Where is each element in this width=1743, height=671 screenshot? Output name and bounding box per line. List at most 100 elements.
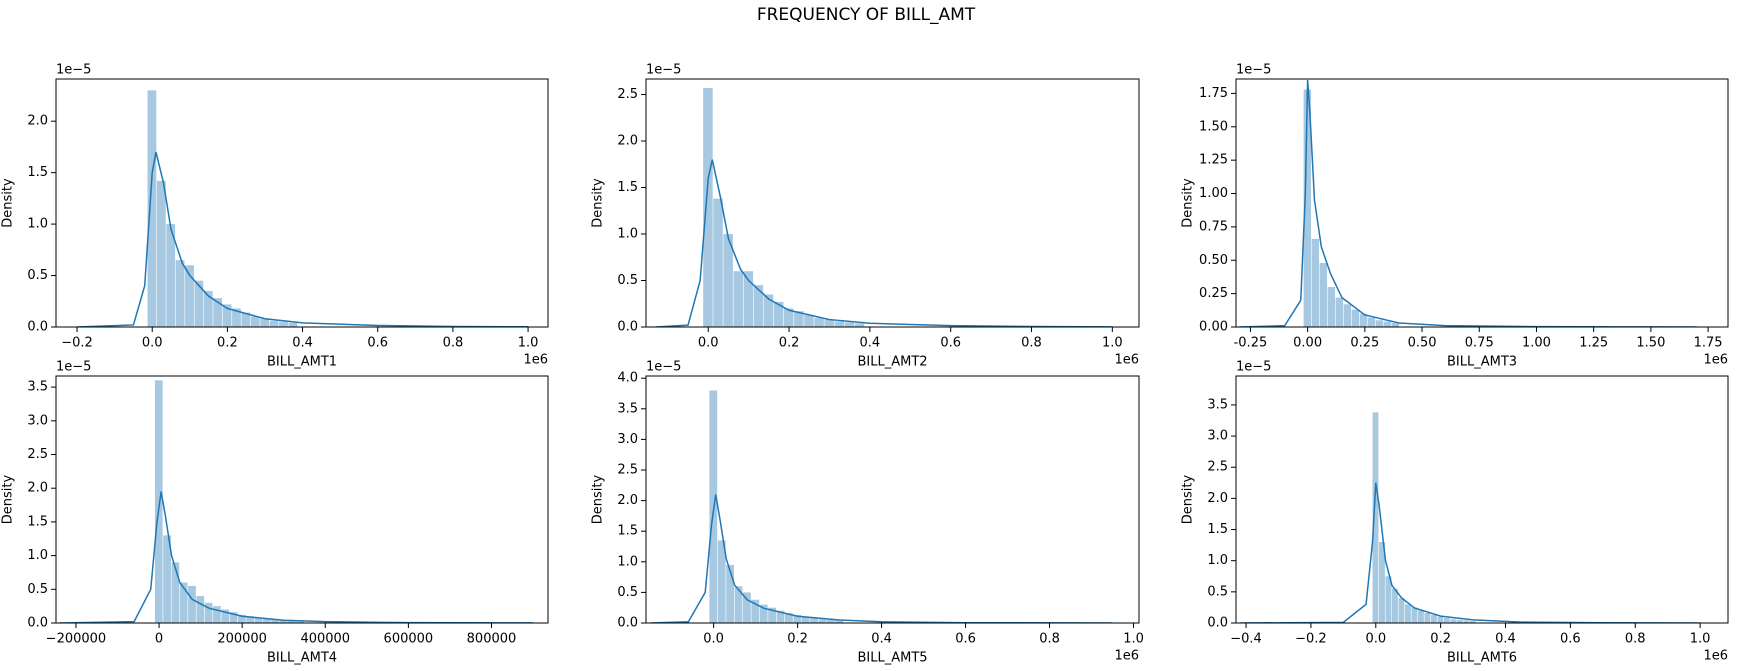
- histogram-bar: [204, 602, 213, 623]
- x-axis-label: BILL_AMT2: [857, 355, 927, 370]
- y-tick-label: 1.0: [617, 554, 638, 569]
- x-tick-label: 0.8: [1021, 336, 1042, 351]
- histogram-bar: [188, 585, 196, 623]
- y-tick-label: 1.5: [1207, 522, 1228, 537]
- kde-line: [1239, 482, 1701, 623]
- histogram-bar: [1437, 616, 1444, 623]
- y-tick-label: 1.0: [27, 217, 48, 232]
- x-tick-label: 600000: [384, 632, 434, 647]
- histogram-bar: [238, 614, 246, 623]
- x-tick-label: 0.0: [142, 336, 163, 351]
- y-tick-label: 2.5: [617, 87, 638, 102]
- x-tick-label: -0.25: [1234, 336, 1268, 351]
- subplot: -0.25 0.00 0.25 0.50 0.75 1.00 1.25 1.50 1.75 0.0…: [1181, 63, 1729, 370]
- x-tick-label: 800000: [467, 632, 517, 647]
- histogram-bar: [1424, 613, 1431, 623]
- histogram-bar: [776, 610, 785, 623]
- histogram-bar: [147, 90, 157, 327]
- histogram-bar: [793, 615, 802, 623]
- y-tick-label: 0.5: [617, 273, 638, 288]
- histogram-bar: [824, 319, 834, 327]
- subplot: −0.2 0.0 0.2 0.4 0.6 0.8 1.0 0.0 0.5 1.0 1.5 2.0 BIL…: [1, 63, 549, 370]
- histogram-bar: [213, 298, 223, 327]
- x-offset-label: 1e6: [1703, 649, 1728, 664]
- x-tick-label: 0.25: [1350, 336, 1379, 351]
- axes-frame: [55, 78, 549, 328]
- histogram-bar: [1359, 313, 1368, 327]
- histogram-bar: [179, 582, 188, 623]
- y-offset-label: 1e−5: [1236, 63, 1271, 78]
- histogram-bar: [288, 322, 298, 327]
- histogram-bar: [794, 311, 804, 327]
- x-tick-label: 1.25: [1579, 336, 1608, 351]
- histogram-bar: [156, 180, 166, 327]
- plot-area: [1239, 412, 1701, 623]
- x-tick-label: 0.0: [1365, 632, 1386, 647]
- y-offset-label: 1e−5: [646, 360, 681, 375]
- axes-frame: [645, 78, 1140, 328]
- histogram-bar: [213, 606, 221, 623]
- histogram-bar: [810, 618, 818, 623]
- histogram-bar: [1372, 412, 1379, 623]
- histogram-bar: [196, 596, 205, 623]
- y-tick-label: 1.75: [1199, 86, 1228, 101]
- histogram-bar: [1367, 317, 1376, 327]
- histogram-bar: [194, 280, 204, 327]
- histogram-bar: [753, 285, 764, 327]
- x-tick-label: 0.2: [217, 336, 238, 351]
- x-tick-label: 0.4: [871, 632, 892, 647]
- x-tick-label: 0.75: [1465, 336, 1494, 351]
- histogram-bar: [773, 301, 784, 327]
- y-axis-label: Density: [591, 474, 606, 524]
- histogram-bar: [171, 562, 180, 623]
- x-tick-label: 0.50: [1408, 336, 1437, 351]
- histogram-bar: [222, 304, 232, 327]
- histogram-bar: [733, 271, 743, 327]
- histogram-bar: [826, 619, 835, 623]
- histogram-bar: [250, 316, 260, 327]
- histogram-bar: [1311, 238, 1320, 327]
- y-tick-label: 2.0: [27, 114, 48, 129]
- plot-area: [77, 90, 529, 327]
- histogram-bar: [166, 224, 176, 327]
- histogram-bar: [743, 271, 754, 327]
- histogram-bar: [185, 265, 194, 327]
- histogram-bar: [703, 88, 713, 327]
- x-tick-label: 1.0: [1690, 632, 1711, 647]
- subplot: 0.0 0.2 0.4 0.6 0.8 1.0 0.0 0.5 1.0 1.5 2.0 2.5 BILL…: [591, 63, 1140, 370]
- x-tick-label: 0.00: [1293, 336, 1322, 351]
- y-tick-label: 2.5: [27, 447, 48, 462]
- histogram-bar: [1443, 618, 1450, 623]
- x-tick-label: 0.6: [367, 336, 388, 351]
- y-tick-label: 3.0: [1207, 429, 1228, 444]
- histogram-bar: [784, 613, 793, 623]
- histogram-bar: [1343, 304, 1352, 327]
- kde-line: [1238, 80, 1697, 327]
- y-tick-label: 0.5: [27, 268, 48, 283]
- figure-title: FREQUENCY OF BILL_AMT: [757, 5, 976, 25]
- y-tick-label: 0.5: [1207, 584, 1228, 599]
- histogram-bar: [734, 586, 743, 623]
- x-tick-label: 0.2: [787, 632, 808, 647]
- x-tick-label: 0.2: [779, 336, 800, 351]
- x-axis-label: BILL_AMT5: [857, 651, 927, 666]
- kde-line: [655, 159, 1113, 327]
- histogram-bar: [221, 609, 230, 623]
- histogram-bar: [854, 323, 865, 327]
- x-tick-label: 0.6: [1560, 632, 1581, 647]
- histogram-bar: [834, 321, 845, 327]
- histogram-bar: [768, 607, 776, 623]
- histogram-bar: [163, 535, 171, 623]
- y-tick-label: 1.0: [27, 548, 48, 563]
- subplot: 0.0 0.2 0.4 0.6 0.8 1.0 0.0 0.5 1.0 1.5 2.0 2.5 3.0 3…: [591, 360, 1144, 666]
- histogram-bar: [154, 380, 163, 623]
- y-tick-label: 0.0: [27, 616, 48, 631]
- y-tick-label: 1.25: [1199, 153, 1228, 168]
- histogram-bar: [1351, 309, 1360, 327]
- histogram-bar: [723, 234, 733, 327]
- histogram-bar: [763, 294, 774, 327]
- y-offset-label: 1e−5: [56, 63, 91, 78]
- x-tick-label: 1.00: [1522, 336, 1551, 351]
- histogram-bar: [232, 308, 241, 327]
